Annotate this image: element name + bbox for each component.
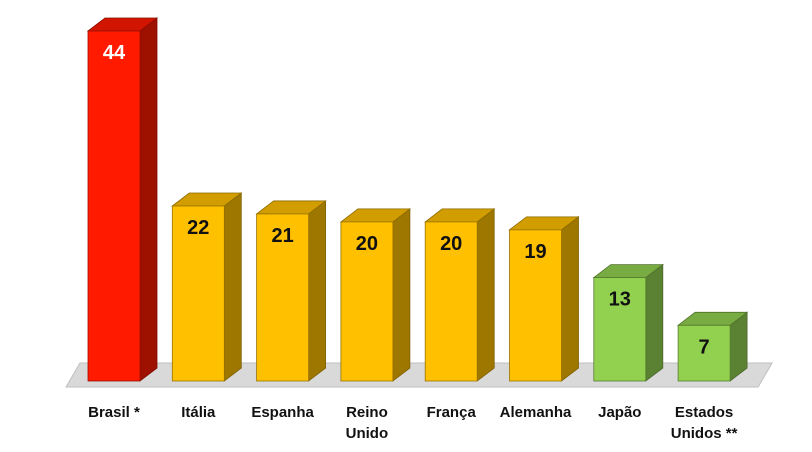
bar-front-face bbox=[256, 213, 310, 382]
bar-front-face bbox=[424, 221, 478, 382]
bar-side-face bbox=[476, 208, 495, 382]
category-label-line: Espanha bbox=[251, 404, 314, 421]
category-label-line: Estados bbox=[675, 404, 733, 421]
bar-side-face bbox=[139, 17, 158, 382]
data-label: 13 bbox=[609, 289, 631, 311]
category-label: Estados Unidos ** bbox=[671, 404, 738, 442]
data-label: 20 bbox=[356, 233, 378, 255]
bar-6 bbox=[592, 263, 664, 382]
category-label: Brasil * bbox=[88, 404, 140, 421]
category-label: Japão bbox=[598, 404, 641, 421]
category-label: França bbox=[427, 404, 477, 421]
bar-2 bbox=[255, 200, 327, 382]
bar-front-face bbox=[677, 324, 731, 382]
bar-front-face bbox=[87, 30, 141, 382]
bar-side-face bbox=[561, 216, 579, 382]
data-label: 7 bbox=[699, 336, 710, 358]
data-label: 19 bbox=[524, 241, 546, 263]
bar-side-face bbox=[392, 208, 411, 382]
bar-front-face bbox=[593, 277, 647, 382]
category-label-line: França bbox=[427, 404, 477, 421]
bar-4 bbox=[424, 208, 496, 382]
bar-3 bbox=[339, 208, 412, 382]
category-label: Itália bbox=[181, 404, 216, 421]
category-label-line: Unidos ** bbox=[671, 425, 738, 442]
data-label: 20 bbox=[440, 233, 462, 255]
category-label: Alemanha bbox=[500, 404, 572, 421]
category-label-line: Japão bbox=[598, 404, 641, 421]
category-label: Reino Unido bbox=[346, 404, 389, 442]
data-label: 21 bbox=[271, 225, 293, 247]
category-label-line: Alemanha bbox=[500, 404, 572, 421]
bar-7 bbox=[676, 311, 749, 382]
bar-1 bbox=[171, 192, 243, 382]
category-label-line: Reino bbox=[346, 404, 388, 421]
category-label: Espanha bbox=[251, 404, 314, 421]
data-label: 44 bbox=[103, 42, 126, 64]
bar-side-face bbox=[645, 263, 664, 382]
bar-side-face bbox=[223, 192, 242, 382]
category-label-line: Itália bbox=[181, 404, 216, 421]
category-label-line: Brasil * bbox=[88, 404, 140, 421]
bar-front-face bbox=[509, 229, 562, 382]
bar-0 bbox=[86, 17, 159, 382]
bar-5 bbox=[508, 216, 580, 382]
data-label: 22 bbox=[187, 217, 209, 239]
bar-front-face bbox=[340, 221, 394, 382]
bar-side-face bbox=[308, 200, 327, 382]
bar-front-face bbox=[171, 205, 225, 382]
category-label-line: Unido bbox=[346, 425, 389, 442]
